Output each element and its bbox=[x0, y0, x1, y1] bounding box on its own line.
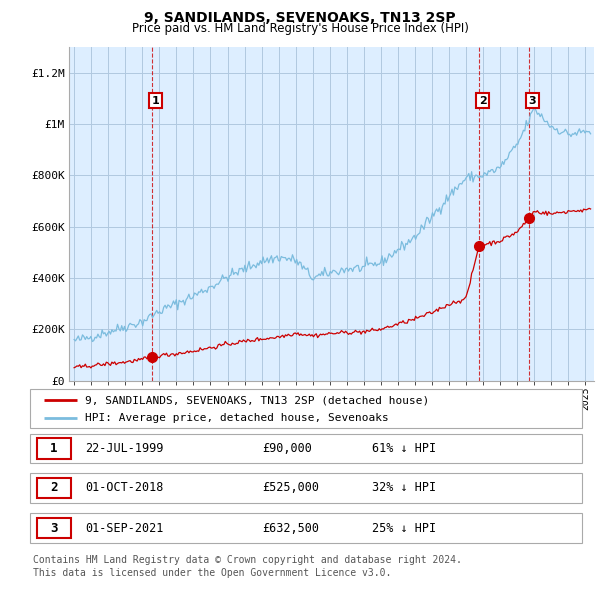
Text: 2: 2 bbox=[50, 481, 58, 494]
Text: This data is licensed under the Open Government Licence v3.0.: This data is licensed under the Open Gov… bbox=[33, 568, 391, 578]
Text: 9, SANDILANDS, SEVENOAKS, TN13 2SP: 9, SANDILANDS, SEVENOAKS, TN13 2SP bbox=[144, 11, 456, 25]
Text: Contains HM Land Registry data © Crown copyright and database right 2024.: Contains HM Land Registry data © Crown c… bbox=[33, 555, 462, 565]
Text: 01-OCT-2018: 01-OCT-2018 bbox=[85, 481, 164, 494]
Text: 22-JUL-1999: 22-JUL-1999 bbox=[85, 442, 164, 455]
Text: 01-SEP-2021: 01-SEP-2021 bbox=[85, 522, 164, 535]
FancyBboxPatch shape bbox=[37, 478, 71, 498]
FancyBboxPatch shape bbox=[30, 389, 582, 428]
Text: £525,000: £525,000 bbox=[262, 481, 319, 494]
Text: £632,500: £632,500 bbox=[262, 522, 319, 535]
FancyBboxPatch shape bbox=[37, 518, 71, 538]
Text: 9, SANDILANDS, SEVENOAKS, TN13 2SP (detached house): 9, SANDILANDS, SEVENOAKS, TN13 2SP (deta… bbox=[85, 395, 430, 405]
FancyBboxPatch shape bbox=[30, 473, 582, 503]
FancyBboxPatch shape bbox=[30, 513, 582, 543]
FancyBboxPatch shape bbox=[37, 438, 71, 459]
Text: 2: 2 bbox=[479, 96, 487, 106]
FancyBboxPatch shape bbox=[30, 434, 582, 463]
Text: 61% ↓ HPI: 61% ↓ HPI bbox=[372, 442, 436, 455]
Text: 1: 1 bbox=[152, 96, 160, 106]
Text: 32% ↓ HPI: 32% ↓ HPI bbox=[372, 481, 436, 494]
Text: 25% ↓ HPI: 25% ↓ HPI bbox=[372, 522, 436, 535]
Text: Price paid vs. HM Land Registry's House Price Index (HPI): Price paid vs. HM Land Registry's House … bbox=[131, 22, 469, 35]
Text: 3: 3 bbox=[529, 96, 536, 106]
Text: HPI: Average price, detached house, Sevenoaks: HPI: Average price, detached house, Seve… bbox=[85, 413, 389, 423]
Text: 3: 3 bbox=[50, 522, 58, 535]
Text: 1: 1 bbox=[50, 442, 58, 455]
Text: £90,000: £90,000 bbox=[262, 442, 312, 455]
